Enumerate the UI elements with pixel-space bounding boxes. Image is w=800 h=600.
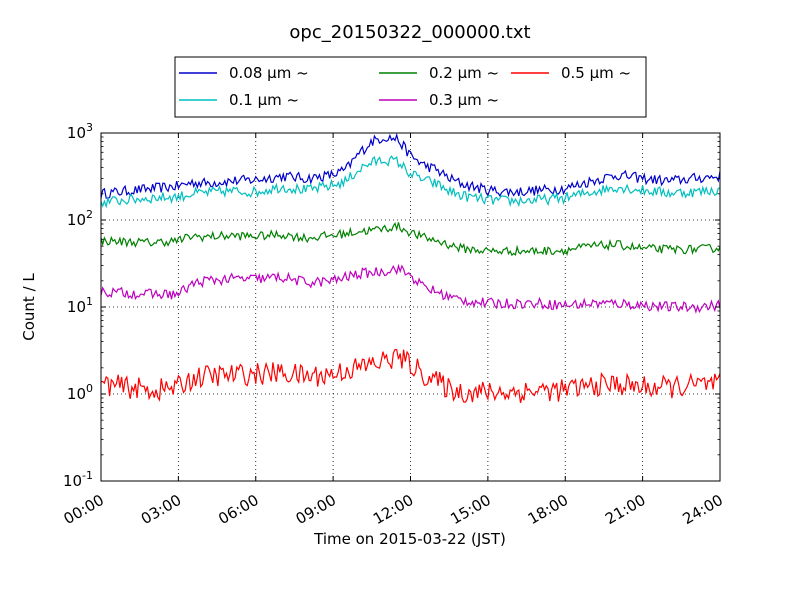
- legend-entry: 0.1 µm ~: [229, 91, 299, 109]
- y-tick-label: 102: [67, 208, 93, 229]
- series-line: [100, 348, 721, 403]
- y-tick-label: 103: [67, 121, 93, 142]
- legend: 0.08 µm ~ 0.1 µm ~ 0.2 µm ~ 0.3 µm ~ 0.5 µm …: [174, 56, 647, 118]
- series-line: [100, 155, 721, 209]
- legend-entry: 0.3 µm ~: [429, 91, 499, 109]
- y-tick-label: 101: [67, 295, 93, 316]
- chart-title: opc_20150322_000000.txt: [289, 22, 530, 43]
- legend-entry: 0.08 µm ~: [229, 64, 309, 82]
- legend-entry: 0.5 µm ~: [561, 64, 631, 82]
- legend-entry: 0.2 µm ~: [429, 64, 499, 82]
- legend-box: [174, 56, 647, 118]
- y-tick-label: 10-1: [63, 469, 93, 490]
- x-axis-label: Time on 2015-03-22 (JST): [313, 530, 506, 548]
- y-tick-label: 100: [67, 382, 93, 403]
- series-line: [100, 132, 721, 199]
- series-line: [100, 263, 721, 314]
- series-line: [100, 221, 721, 257]
- y-axis-label: Count / L: [20, 273, 38, 341]
